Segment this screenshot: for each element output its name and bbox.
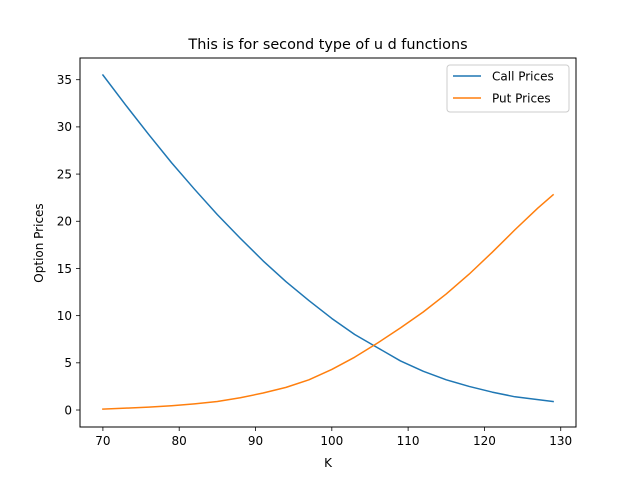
legend-label-call-prices: Call Prices [492, 70, 554, 84]
series-line-put-prices [102, 193, 555, 410]
x-tick-label: 80 [172, 434, 187, 448]
y-tick-label: 15 [57, 262, 72, 276]
chart-title: This is for second type of u d functions [187, 37, 467, 53]
y-tick-label: 10 [57, 309, 72, 323]
y-axis-ticks: 0 5 10 15 20 25 30 35 [57, 73, 80, 417]
plot-frame [79, 57, 577, 428]
y-tick-label: 20 [57, 215, 72, 229]
y-tick-label: 25 [57, 167, 72, 181]
y-tick-label: 0 [64, 403, 72, 417]
x-tick-label: 100 [320, 434, 343, 448]
legend-label-put-prices: Put Prices [492, 92, 551, 106]
series-layer [101, 73, 555, 410]
plot-area [80, 58, 576, 427]
y-tick-label: 35 [57, 73, 72, 87]
x-tick-label: 70 [95, 434, 110, 448]
y-axis-label: Option Prices [32, 203, 46, 282]
x-axis-label: K [324, 456, 333, 470]
x-tick-label: 110 [397, 434, 420, 448]
series-line-call-prices [101, 73, 554, 403]
y-tick-label: 30 [57, 120, 72, 134]
x-tick-label: 120 [473, 434, 496, 448]
y-tick-label: 5 [64, 356, 72, 370]
x-tick-label: 90 [248, 434, 263, 448]
x-axis-ticks: 70 80 90 100 110 120 130 [95, 427, 572, 448]
legend: Call Prices Put Prices [446, 64, 570, 113]
x-tick-label: 130 [549, 434, 572, 448]
